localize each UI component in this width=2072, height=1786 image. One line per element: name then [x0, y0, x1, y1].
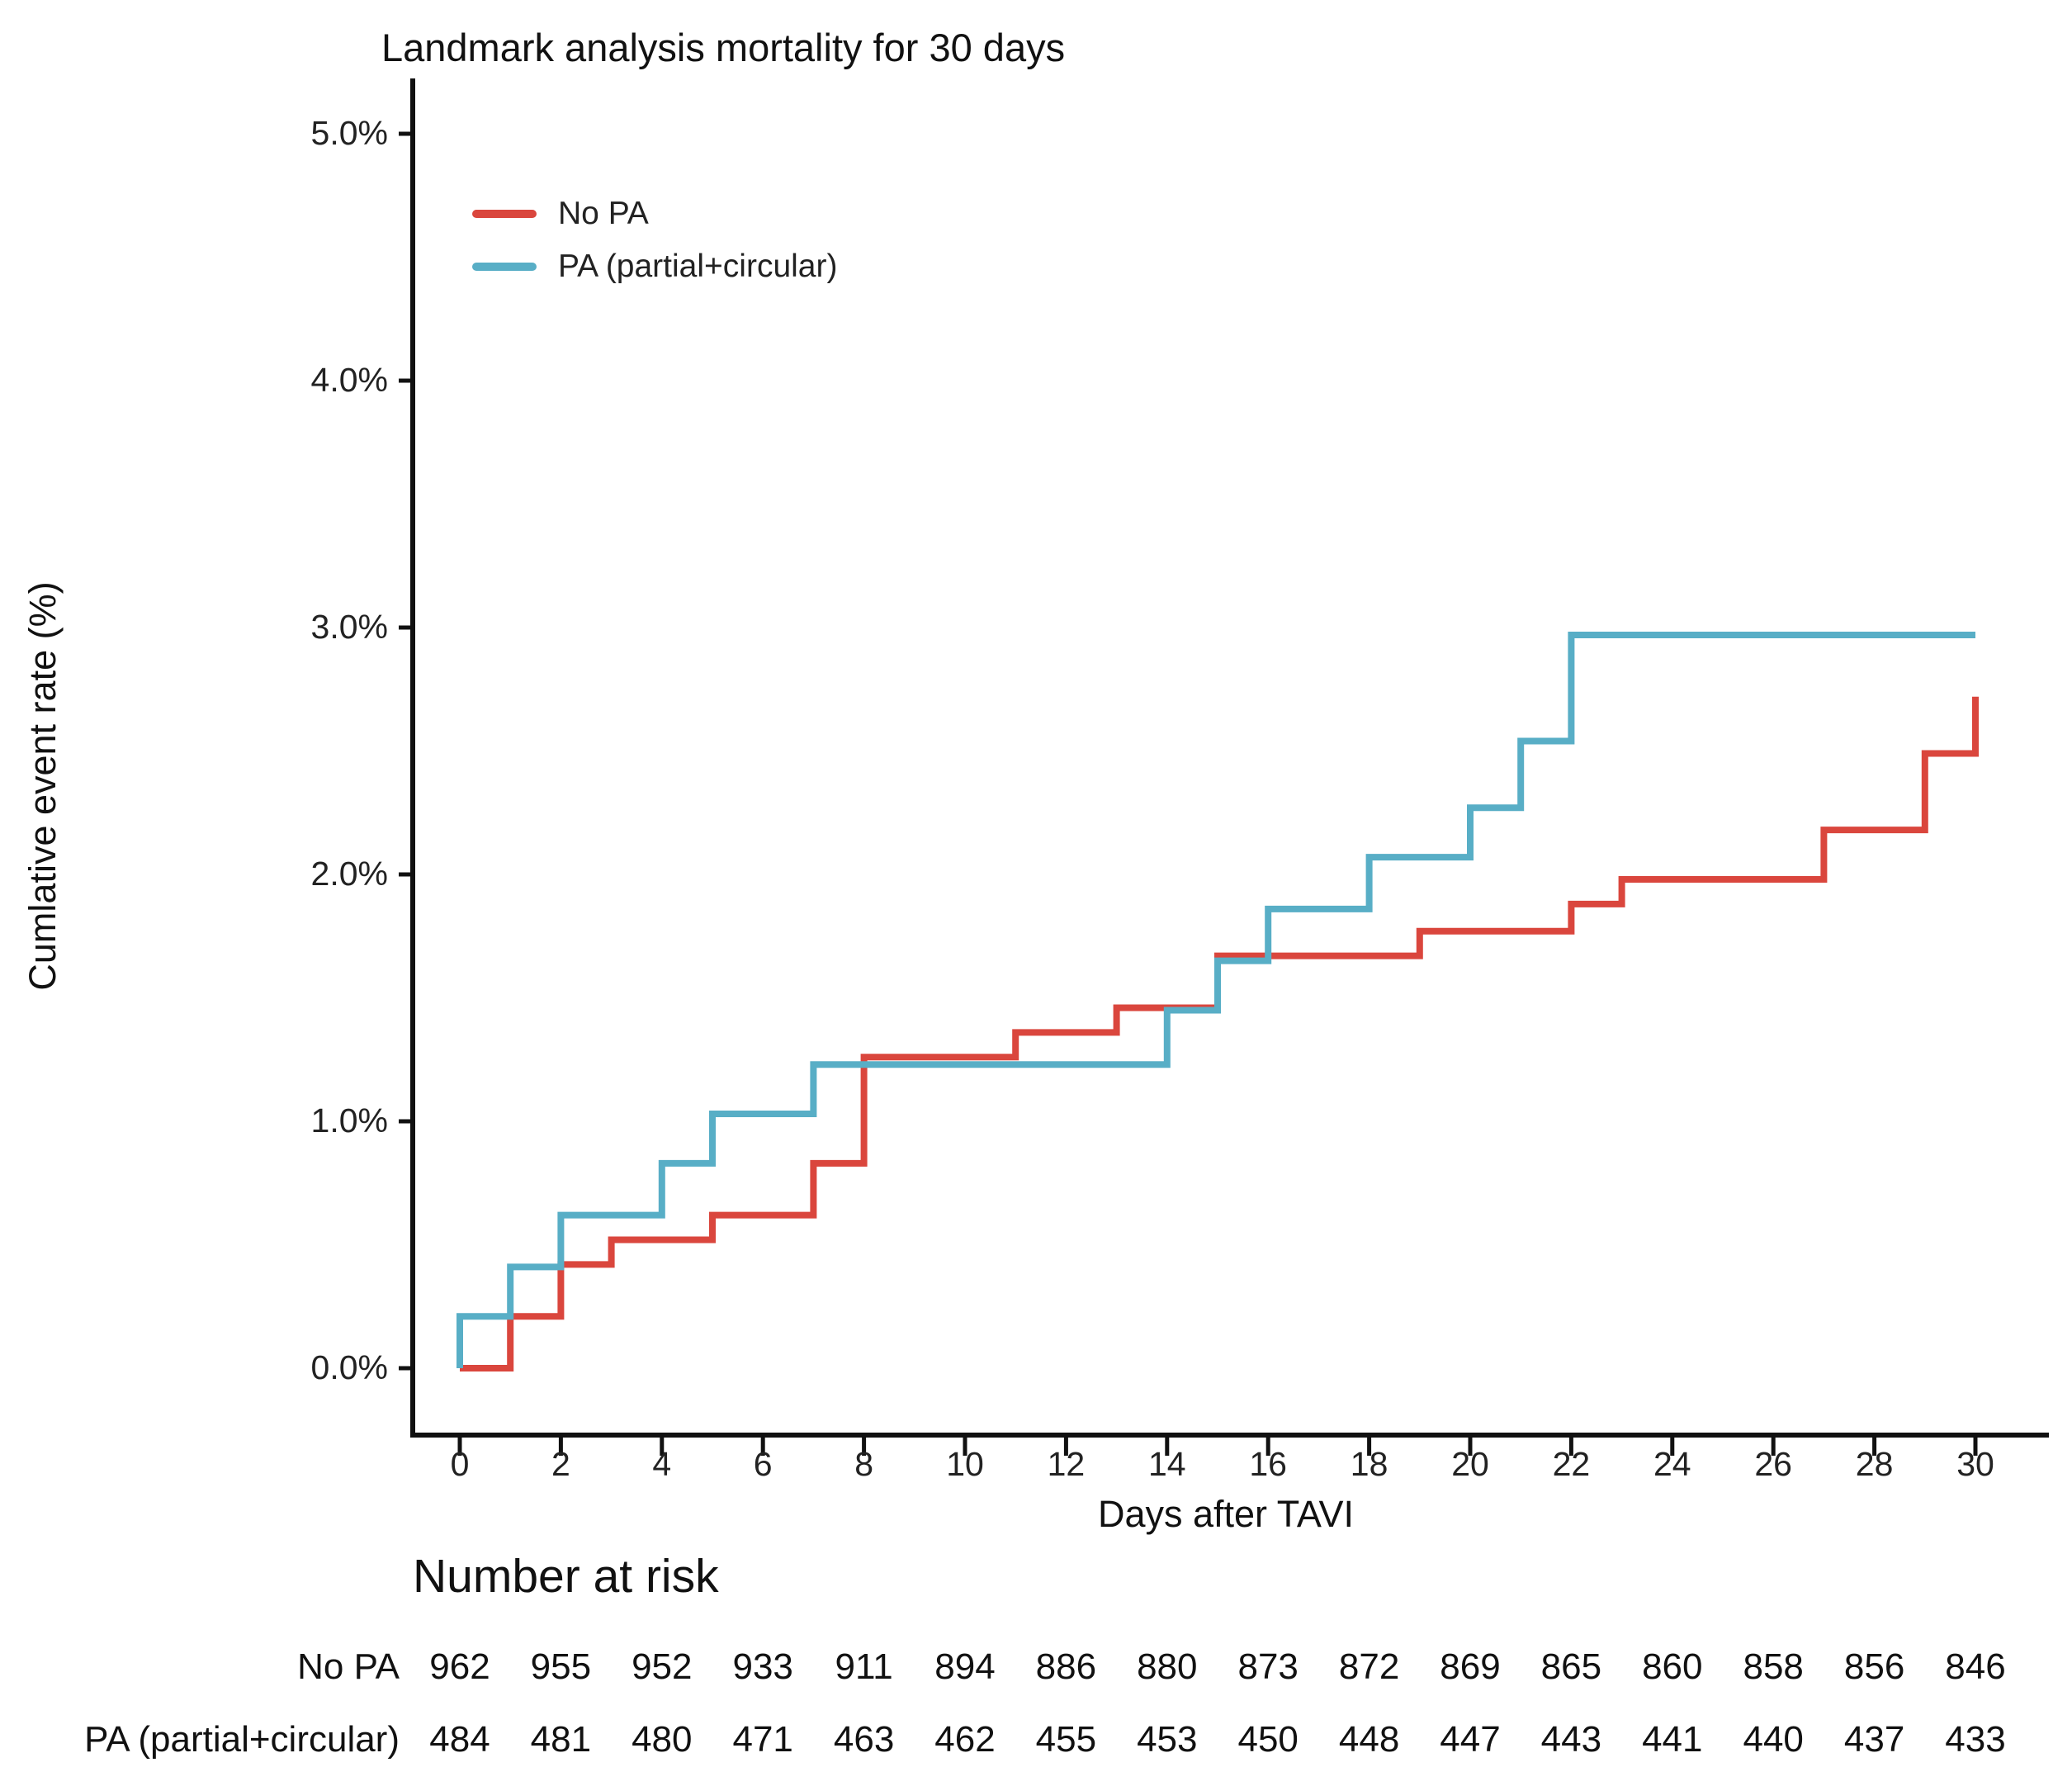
risk-cell: 481 — [530, 1719, 592, 1760]
x-tick-label: 16 — [1249, 1445, 1287, 1483]
risk-row-label-pa: PA (partial+circular) — [84, 1719, 400, 1760]
x-tick-label: 4 — [652, 1445, 672, 1483]
risk-cell: 450 — [1237, 1719, 1299, 1760]
km-curve-no-pa — [460, 696, 1979, 1371]
risk-cell: 858 — [1743, 1646, 1804, 1687]
x-tick-label: 26 — [1754, 1445, 1792, 1483]
y-tick-label: 5.0% — [310, 114, 388, 152]
y-tick-label: 1.0% — [310, 1101, 388, 1139]
chart-title: Landmark analysis mortality for 30 days — [381, 26, 1066, 69]
x-tick-label: 10 — [946, 1445, 984, 1483]
y-tick-label: 3.0% — [310, 608, 388, 646]
y-tick-label: 2.0% — [310, 855, 388, 893]
y-axis-label: Cumlative event rate (%) — [21, 581, 64, 991]
risk-cell: 894 — [934, 1646, 996, 1687]
x-tick-label: 18 — [1350, 1445, 1388, 1483]
x-axis-label: Days after TAVI — [1097, 1493, 1355, 1535]
risk-cell: 443 — [1540, 1719, 1602, 1760]
x-tick-label: 0 — [450, 1445, 470, 1483]
risk-cell: 856 — [1843, 1646, 1905, 1687]
risk-table-heading: Number at risk — [413, 1550, 719, 1603]
legend-label-pa: PA (partial+circular) — [558, 249, 838, 284]
risk-cell: 455 — [1035, 1719, 1097, 1760]
risk-cell: 872 — [1338, 1646, 1400, 1687]
risk-cell: 463 — [833, 1719, 895, 1760]
risk-cell: 440 — [1743, 1719, 1804, 1760]
x-tick-label: 8 — [854, 1445, 873, 1483]
risk-cell: 933 — [732, 1646, 793, 1687]
x-tick-label: 14 — [1147, 1445, 1186, 1483]
risk-cell: 869 — [1440, 1646, 1501, 1687]
risk-cell: 437 — [1843, 1719, 1905, 1760]
risk-cell: 471 — [732, 1719, 793, 1760]
risk-cell: 484 — [429, 1719, 490, 1760]
risk-cell: 865 — [1540, 1646, 1602, 1687]
x-tick-label: 12 — [1047, 1445, 1086, 1483]
legend-key-line-no-pa — [472, 210, 537, 218]
risk-cell: 880 — [1137, 1646, 1198, 1687]
risk-row-label-no-pa: No PA — [297, 1646, 400, 1687]
risk-cell: 911 — [835, 1646, 893, 1687]
risk-cell: 886 — [1035, 1646, 1097, 1687]
x-tick-label: 2 — [551, 1445, 570, 1483]
x-tick-label: 20 — [1451, 1445, 1489, 1483]
risk-cell: 480 — [632, 1719, 693, 1760]
risk-cell: 962 — [429, 1646, 490, 1687]
legend: No PA PA (partial+circular) — [472, 196, 837, 284]
km-curve-pa-partial-circular — [457, 631, 1975, 1368]
legend-label-no-pa: No PA — [558, 196, 649, 231]
legend-key-line-pa — [472, 263, 537, 271]
risk-cell: 860 — [1642, 1646, 1703, 1687]
x-tick-label: 28 — [1855, 1445, 1894, 1483]
risk-cell: 873 — [1237, 1646, 1299, 1687]
risk-cell: 453 — [1137, 1719, 1198, 1760]
risk-cell: 955 — [530, 1646, 592, 1687]
legend-item-pa: PA (partial+circular) — [472, 249, 837, 284]
x-tick-label: 24 — [1653, 1445, 1691, 1483]
x-tick-label: 22 — [1552, 1445, 1591, 1483]
x-tick-label: 30 — [1956, 1445, 1994, 1483]
risk-cell: 462 — [934, 1719, 996, 1760]
legend-item-no-pa: No PA — [472, 196, 837, 231]
y-tick-label: 0.0% — [310, 1348, 388, 1386]
risk-cell: 433 — [1945, 1719, 2006, 1760]
x-tick-label: 6 — [753, 1445, 773, 1483]
risk-cell: 448 — [1338, 1719, 1400, 1760]
y-tick-label: 4.0% — [310, 361, 388, 399]
risk-cell: 441 — [1642, 1719, 1703, 1760]
risk-cell: 952 — [632, 1646, 693, 1687]
risk-cell: 447 — [1440, 1719, 1501, 1760]
risk-cell: 846 — [1945, 1646, 2006, 1687]
